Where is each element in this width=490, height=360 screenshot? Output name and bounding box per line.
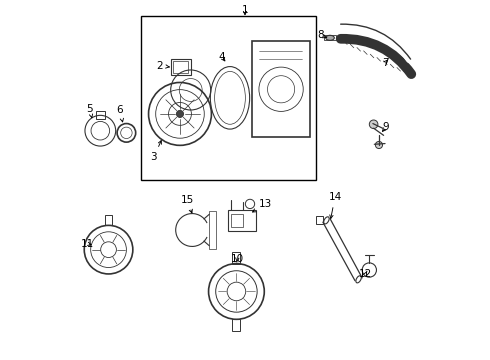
Circle shape <box>375 141 383 149</box>
Text: 1: 1 <box>242 5 248 15</box>
Text: 5: 5 <box>86 104 93 118</box>
Text: 12: 12 <box>359 269 372 279</box>
Bar <box>232 319 241 331</box>
Bar <box>173 62 188 73</box>
Bar <box>228 210 256 231</box>
Bar <box>96 111 105 119</box>
Circle shape <box>176 111 184 117</box>
Bar <box>231 213 243 227</box>
Ellipse shape <box>326 35 334 40</box>
Text: 7: 7 <box>382 58 389 68</box>
Bar <box>171 59 191 75</box>
Text: 10: 10 <box>231 254 244 264</box>
Text: 9: 9 <box>383 122 390 132</box>
Text: 15: 15 <box>180 195 194 213</box>
Bar <box>324 35 336 40</box>
Bar <box>232 252 241 264</box>
Bar <box>104 215 113 225</box>
Bar <box>317 216 323 224</box>
Text: 2: 2 <box>157 61 169 71</box>
Text: 11: 11 <box>80 239 94 249</box>
Bar <box>209 211 216 249</box>
Bar <box>142 16 317 180</box>
Circle shape <box>369 120 378 129</box>
Text: 3: 3 <box>150 141 161 162</box>
Text: 6: 6 <box>117 105 123 122</box>
Text: 14: 14 <box>328 192 342 219</box>
Text: 4: 4 <box>219 52 225 62</box>
Text: 8: 8 <box>318 30 327 40</box>
Bar <box>252 41 310 137</box>
Text: 13: 13 <box>252 199 272 212</box>
